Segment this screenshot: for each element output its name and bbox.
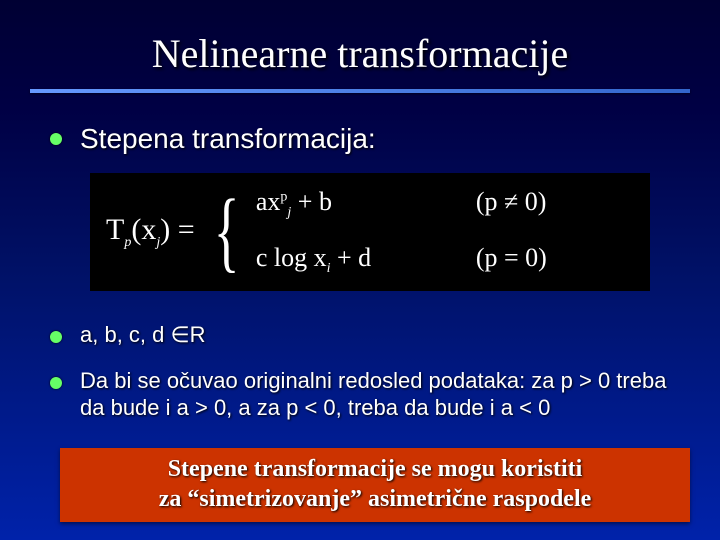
bullet-dot-icon	[50, 133, 62, 145]
bullet-text: Stepena transformacija:	[80, 123, 376, 155]
bullet-item: a, b, c, d ∈R	[50, 321, 670, 349]
bullet-dot-icon	[50, 377, 62, 389]
formula-case: axpj + b (p ≠ 0)	[256, 187, 547, 221]
bullet-text: Da bi se očuvao originalni redosled poda…	[80, 367, 670, 422]
footer-callout: Stepene transformacije se mogu koristiti…	[60, 448, 690, 522]
bullet-item: Da bi se očuvao originalni redosled poda…	[50, 367, 670, 422]
footer-line: Stepene transformacije se mogu koristiti	[70, 454, 680, 484]
bullet-text: a, b, c, d ∈R	[80, 321, 206, 349]
footer-line: za “simetrizovanje” asimetrične raspodel…	[70, 484, 680, 514]
slide-content: Stepena transformacija: Tp(xj) = { axpj …	[0, 93, 720, 422]
brace-icon: {	[213, 197, 239, 267]
formula-block: Tp(xj) = { axpj + b (p ≠ 0) c log xi + d…	[90, 173, 650, 291]
formula-lhs: Tp(xj) =	[106, 213, 195, 251]
bullet-dot-icon	[50, 331, 62, 343]
bullet-item: Stepena transformacija:	[50, 123, 670, 155]
formula-cases: axpj + b (p ≠ 0) c log xi + d (p = 0)	[256, 187, 547, 277]
formula-case: c log xi + d (p = 0)	[256, 243, 547, 277]
slide-title: Nelinearne transformacije	[40, 30, 680, 77]
